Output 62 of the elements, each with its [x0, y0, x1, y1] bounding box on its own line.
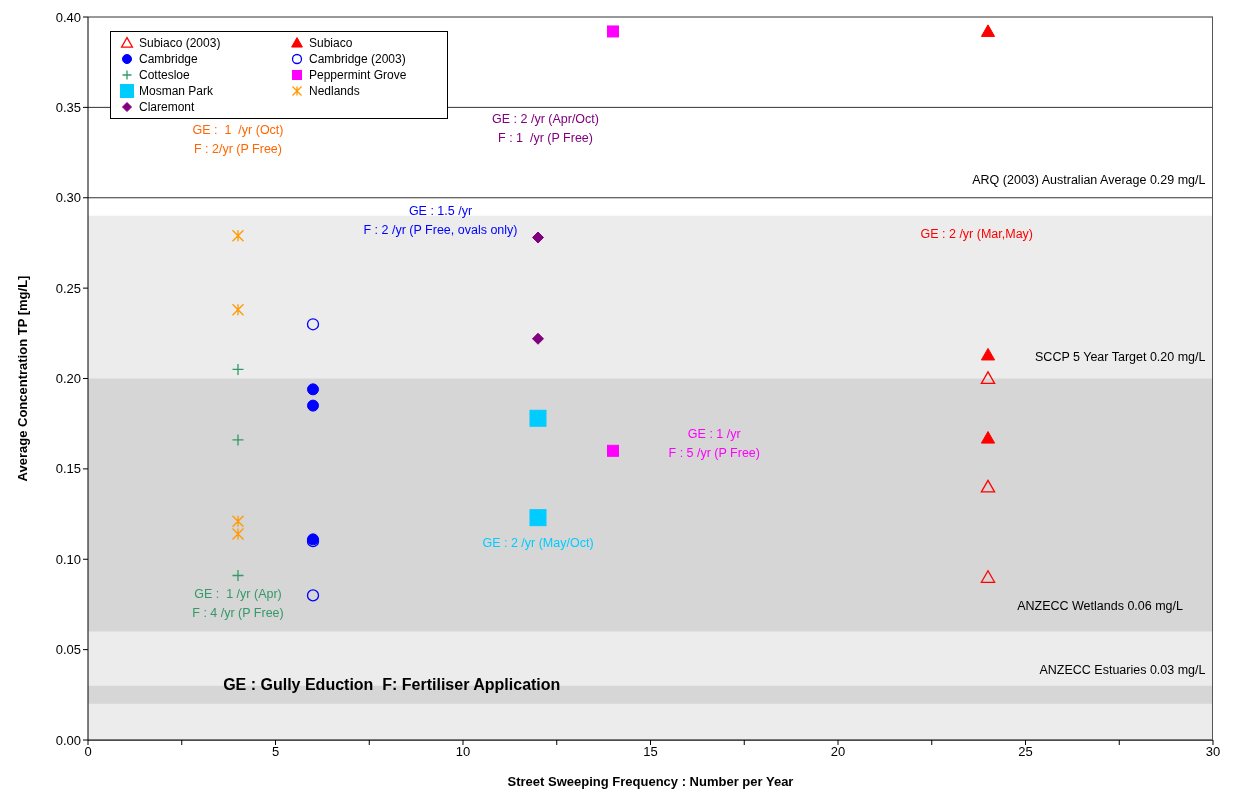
- legend-label: Subiaco: [309, 36, 353, 50]
- y-tick-label: 0.00: [55, 732, 81, 748]
- legend-label: Subiaco (2003): [139, 36, 221, 50]
- y-tick-label: 0.05: [55, 642, 81, 658]
- y-tick-label: 0.40: [55, 9, 81, 25]
- legend-label: Claremont: [139, 100, 195, 114]
- point: [980, 347, 996, 361]
- y-axis-title: Average Concentration TP [mg/L]: [14, 275, 30, 482]
- point: [306, 318, 320, 331]
- point: [607, 25, 619, 38]
- point: [231, 527, 245, 541]
- annotation: GE : 2 /yr (May/Oct): [482, 534, 594, 552]
- x-axis-title: Street Sweeping Frequency : Number per Year: [507, 774, 794, 789]
- point: [607, 444, 619, 457]
- point: [231, 363, 245, 376]
- legend-label: Peppermint Grove: [309, 68, 407, 82]
- y-tick-label: 0.25: [55, 280, 81, 296]
- point: [231, 229, 245, 242]
- point: [529, 409, 547, 427]
- point: [980, 24, 996, 37]
- annotation: ANZECC Estuaries 0.03 mg/L: [1039, 661, 1206, 679]
- annotation: GE : 1.5 /yr F : 2 /yr (P Free, ovals only): [363, 203, 518, 240]
- y-tick-label: 0.20: [55, 371, 81, 387]
- annotation: GE : Gully Eduction F: Fertiliser Application: [223, 674, 561, 694]
- y-tick-label: 0.35: [55, 99, 81, 115]
- annotation: ANZECC Wetlands 0.06 mg/L: [1017, 597, 1183, 615]
- annotation: GE : 1 /yr F : 5 /yr (P Free): [668, 425, 760, 462]
- annotation: GE : 2 /yr (Mar,May): [920, 225, 1034, 243]
- point: [980, 371, 996, 385]
- legend-label: Nedlands: [309, 84, 360, 98]
- legend-label: Mosman Park: [139, 84, 214, 98]
- x-tick-label: 25: [1018, 744, 1033, 760]
- point: [980, 431, 996, 444]
- y-tick-label: 0.30: [55, 190, 81, 206]
- x-tick-label: 0: [84, 744, 92, 760]
- point: [532, 231, 544, 244]
- x-tick-label: 15: [643, 744, 658, 760]
- annotation: SCCP 5 Year Target 0.20 mg/L: [1035, 348, 1206, 366]
- y-tick-label: 0.10: [55, 551, 81, 567]
- x-tick-label: 20: [830, 744, 846, 760]
- point: [307, 383, 319, 396]
- annotation: GE : 1 /yr (Apr) F : 4 /yr (P Free): [192, 586, 284, 623]
- point: [307, 399, 319, 412]
- annotation: GE : 1 /yr (Oct) F : 2/yr (P Free): [192, 121, 284, 158]
- y-tick-label: 0.15: [55, 461, 81, 477]
- point: [231, 433, 245, 447]
- point: [231, 515, 245, 528]
- annotation: ARQ (2003) Australian Average 0.29 mg/L: [972, 171, 1206, 189]
- point: [980, 570, 996, 583]
- legend-label: Cottesloe: [139, 68, 190, 82]
- point: [231, 569, 245, 582]
- point: [306, 589, 320, 602]
- point: [231, 303, 245, 316]
- legend-label: Cambridge (2003): [309, 52, 406, 66]
- point: [529, 509, 547, 527]
- x-tick-label: 5: [271, 744, 280, 760]
- legend-label: Cambridge: [139, 52, 198, 66]
- x-tick-label: 30: [1205, 744, 1221, 760]
- x-tick-label: 10: [455, 744, 471, 760]
- annotation: GE : 2 /yr (Apr/Oct) F : 1 /yr (P Free): [492, 111, 599, 148]
- point: [532, 332, 544, 345]
- point: [980, 479, 996, 493]
